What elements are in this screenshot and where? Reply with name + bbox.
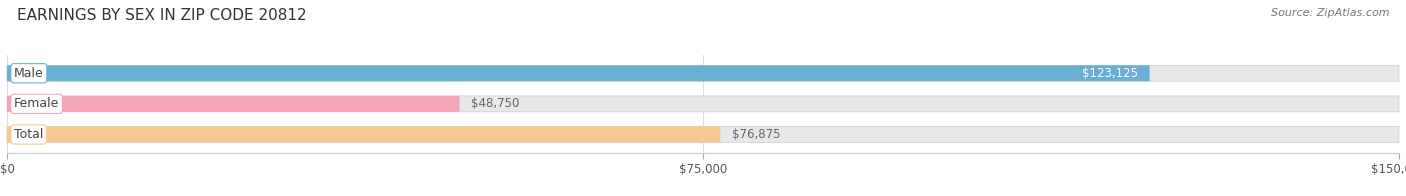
FancyBboxPatch shape <box>7 127 720 142</box>
FancyBboxPatch shape <box>7 96 460 112</box>
FancyBboxPatch shape <box>7 65 1150 81</box>
Text: Female: Female <box>14 97 59 110</box>
Text: $48,750: $48,750 <box>471 97 519 110</box>
Text: Male: Male <box>14 67 44 80</box>
Text: $76,875: $76,875 <box>731 128 780 141</box>
FancyBboxPatch shape <box>7 96 1399 112</box>
FancyBboxPatch shape <box>7 65 1399 81</box>
FancyBboxPatch shape <box>7 127 1399 142</box>
Text: Total: Total <box>14 128 44 141</box>
Text: EARNINGS BY SEX IN ZIP CODE 20812: EARNINGS BY SEX IN ZIP CODE 20812 <box>17 8 307 23</box>
Text: $123,125: $123,125 <box>1083 67 1139 80</box>
Text: Source: ZipAtlas.com: Source: ZipAtlas.com <box>1271 8 1389 18</box>
